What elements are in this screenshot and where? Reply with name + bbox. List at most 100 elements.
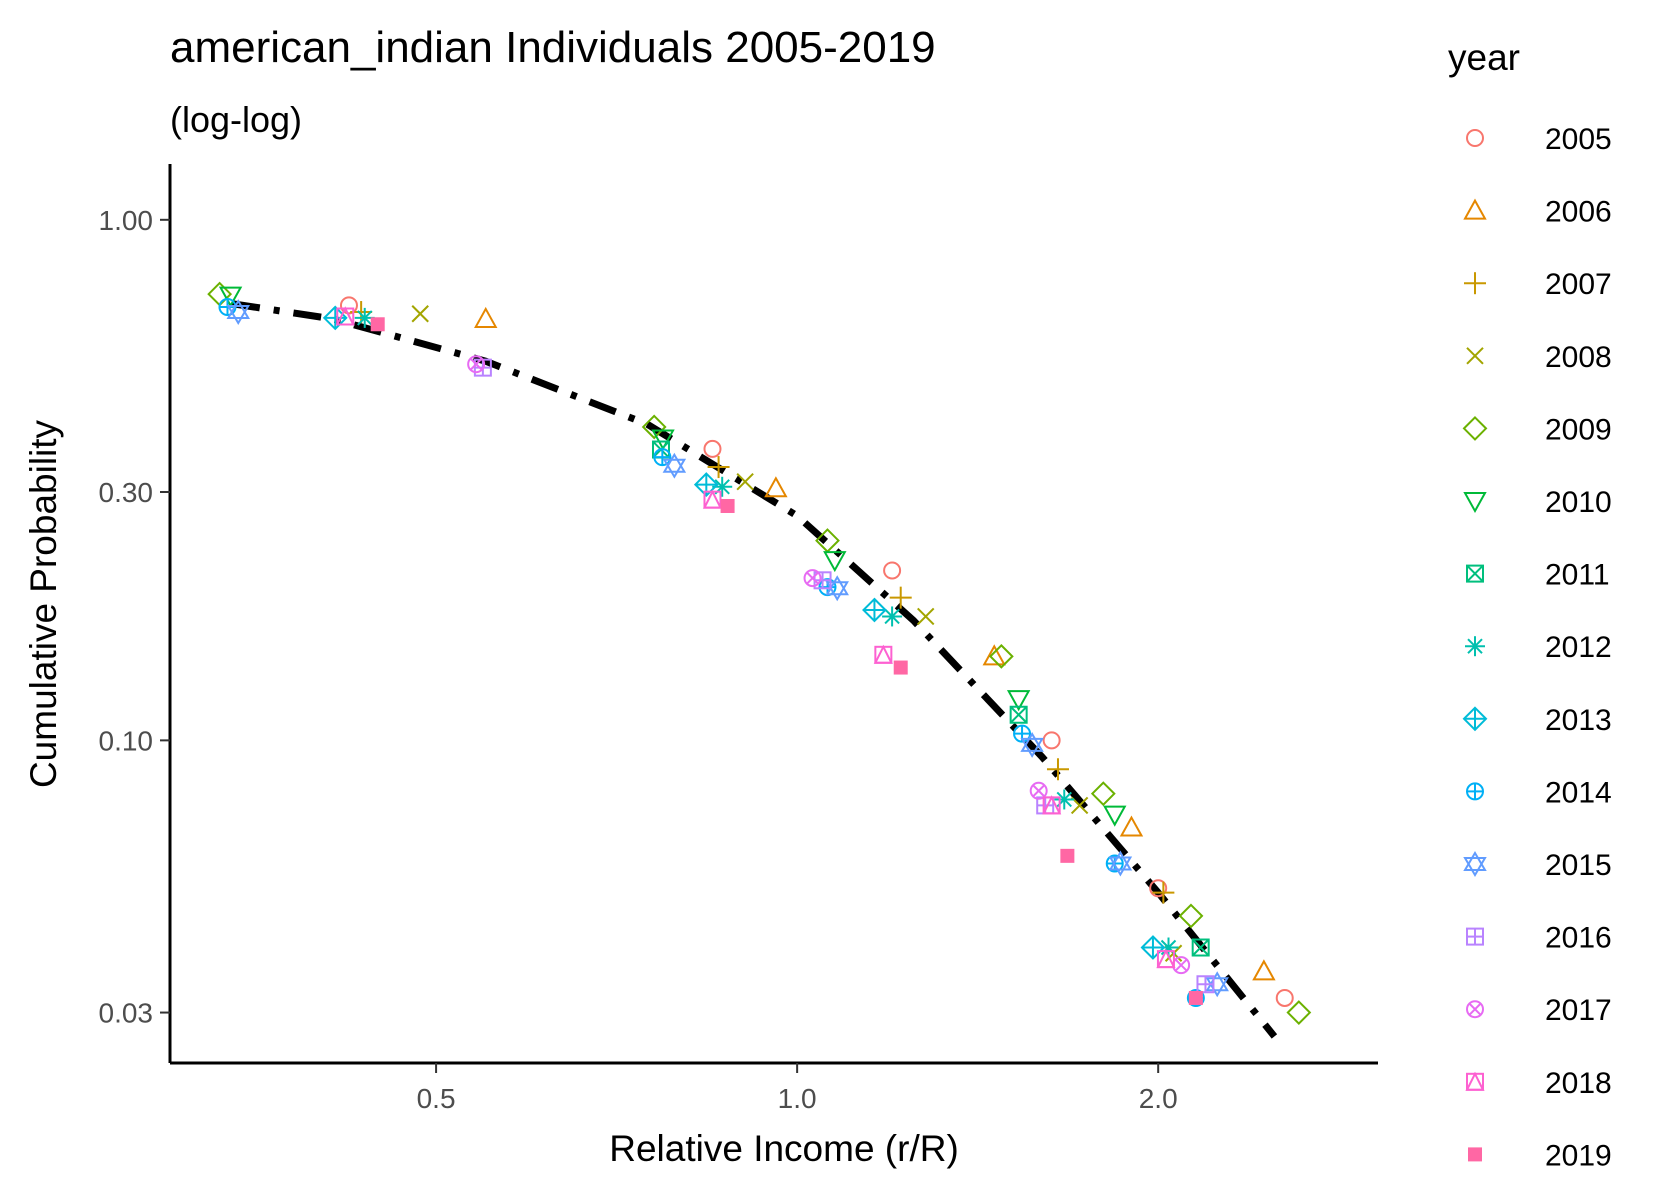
legend-key-2015 [1463, 851, 1487, 877]
series-2006 [474, 306, 1276, 981]
point-2010 [218, 286, 243, 308]
y-tick-label: 0.30 [99, 477, 154, 508]
point-2009 [988, 643, 1014, 669]
legend-item-2014: 2014 [1466, 776, 1612, 809]
point-2006 [1119, 815, 1144, 837]
point-2015 [662, 452, 687, 479]
legend-item-2015: 2015 [1463, 849, 1612, 882]
point-2019 [370, 317, 385, 332]
point-2009 [1178, 903, 1204, 929]
series-2011 [651, 440, 1210, 957]
point-2017 [1029, 781, 1048, 800]
legend-item-2007: 2007 [1464, 268, 1612, 301]
legend-key-2016 [1466, 927, 1484, 946]
point-2011 [1009, 705, 1028, 724]
legend-label: 2011 [1545, 559, 1610, 592]
legend-label: 2005 [1545, 123, 1612, 156]
point-2018 [335, 306, 355, 326]
legend-item-2011: 2011 [1466, 559, 1610, 592]
point-2018 [873, 644, 893, 664]
point-2006 [474, 306, 498, 328]
y-tick-label: 0.03 [99, 998, 154, 1029]
plot-area: 0.5 1.0 2.0 1.00 0.30 0.10 0.03 [99, 164, 1378, 1114]
legend-label: 2006 [1545, 196, 1612, 229]
legend-key-2012 [1465, 636, 1485, 657]
legend-item-2010: 2010 [1463, 486, 1612, 519]
legend-title: year [1448, 37, 1520, 78]
legend-key-2010 [1463, 492, 1487, 514]
series-2008 [411, 305, 1183, 962]
legend-label: 2015 [1545, 849, 1612, 882]
x-tick-label: 2.0 [1139, 1083, 1178, 1114]
legend-label: 2008 [1545, 341, 1612, 374]
point-2010 [1103, 805, 1127, 827]
point-2017 [803, 569, 822, 588]
legend-item-2005: 2005 [1466, 123, 1612, 156]
legend-key-2018 [1465, 1071, 1485, 1091]
point-2009 [641, 414, 667, 440]
point-2019 [1060, 848, 1075, 863]
point-2005 [1042, 731, 1061, 750]
series-2012 [354, 307, 1179, 958]
legend-label: 2009 [1545, 413, 1612, 446]
y-axis-title: Cumulative Probability [23, 419, 64, 788]
legend-label: 2016 [1545, 922, 1612, 955]
point-2008 [736, 472, 754, 491]
point-2010 [651, 429, 675, 451]
point-2008 [411, 305, 429, 323]
series-2010 [218, 286, 1127, 827]
legend-key-2008 [1466, 347, 1484, 365]
point-2006 [1252, 959, 1276, 981]
point-2011 [1191, 938, 1210, 957]
point-2015 [226, 299, 250, 326]
legend-key-2013 [1462, 706, 1488, 732]
point-2019 [1188, 990, 1203, 1005]
legend-key-2011 [1466, 564, 1484, 583]
legend-label: 2014 [1545, 776, 1612, 809]
point-2015 [1108, 850, 1133, 877]
point-2006 [982, 644, 1006, 666]
y-tick-label: 0.10 [99, 725, 154, 756]
legend-key-2007 [1464, 272, 1486, 295]
point-2013 [862, 597, 887, 623]
legend-key-2017 [1466, 1000, 1484, 1019]
legend-label: 2018 [1545, 1067, 1612, 1100]
point-2009 [1286, 1000, 1312, 1025]
series-2014 [218, 297, 1205, 1007]
legend-item-2018: 2018 [1465, 1067, 1612, 1100]
legend-label: 2007 [1545, 268, 1612, 301]
point-2018 [1042, 795, 1062, 815]
point-2008 [1070, 796, 1089, 815]
point-2007 [1152, 881, 1175, 904]
point-2018 [1156, 948, 1176, 969]
point-2012 [882, 606, 903, 627]
point-2005 [703, 439, 722, 458]
legend-key-2006 [1463, 198, 1487, 220]
point-2008 [917, 607, 935, 626]
legend-item-2019: 2019 [1468, 1139, 1612, 1172]
legend-key-2009 [1462, 415, 1488, 441]
point-2015 [1020, 731, 1044, 758]
point-2017 [467, 355, 486, 374]
series-2019 [370, 317, 1203, 1005]
point-2005 [1149, 879, 1168, 898]
point-2005 [883, 561, 902, 580]
legend-item-2006: 2006 [1463, 196, 1612, 229]
chart-subtitle: (log-log) [170, 99, 302, 140]
series-2017 [467, 355, 1191, 975]
series-2018 [335, 306, 1176, 969]
point-2015 [825, 575, 849, 602]
legend-item-2009: 2009 [1462, 413, 1612, 446]
point-2013 [1140, 935, 1166, 960]
point-2016 [1196, 975, 1215, 994]
legend: year 2005 2006 2007 2008 2009 2010 2011 2012 201… [1448, 37, 1612, 1172]
point-2015 [1205, 971, 1229, 998]
legend-key-2005 [1466, 129, 1484, 147]
legend-label: 2017 [1545, 994, 1612, 1027]
legend-key-2014 [1466, 782, 1484, 801]
point-2018 [702, 489, 723, 509]
legend-item-2008: 2008 [1466, 341, 1612, 374]
chart-title: american_indian Individuals 2005-2019 [170, 23, 936, 72]
x-tick-label: 0.5 [417, 1083, 456, 1114]
